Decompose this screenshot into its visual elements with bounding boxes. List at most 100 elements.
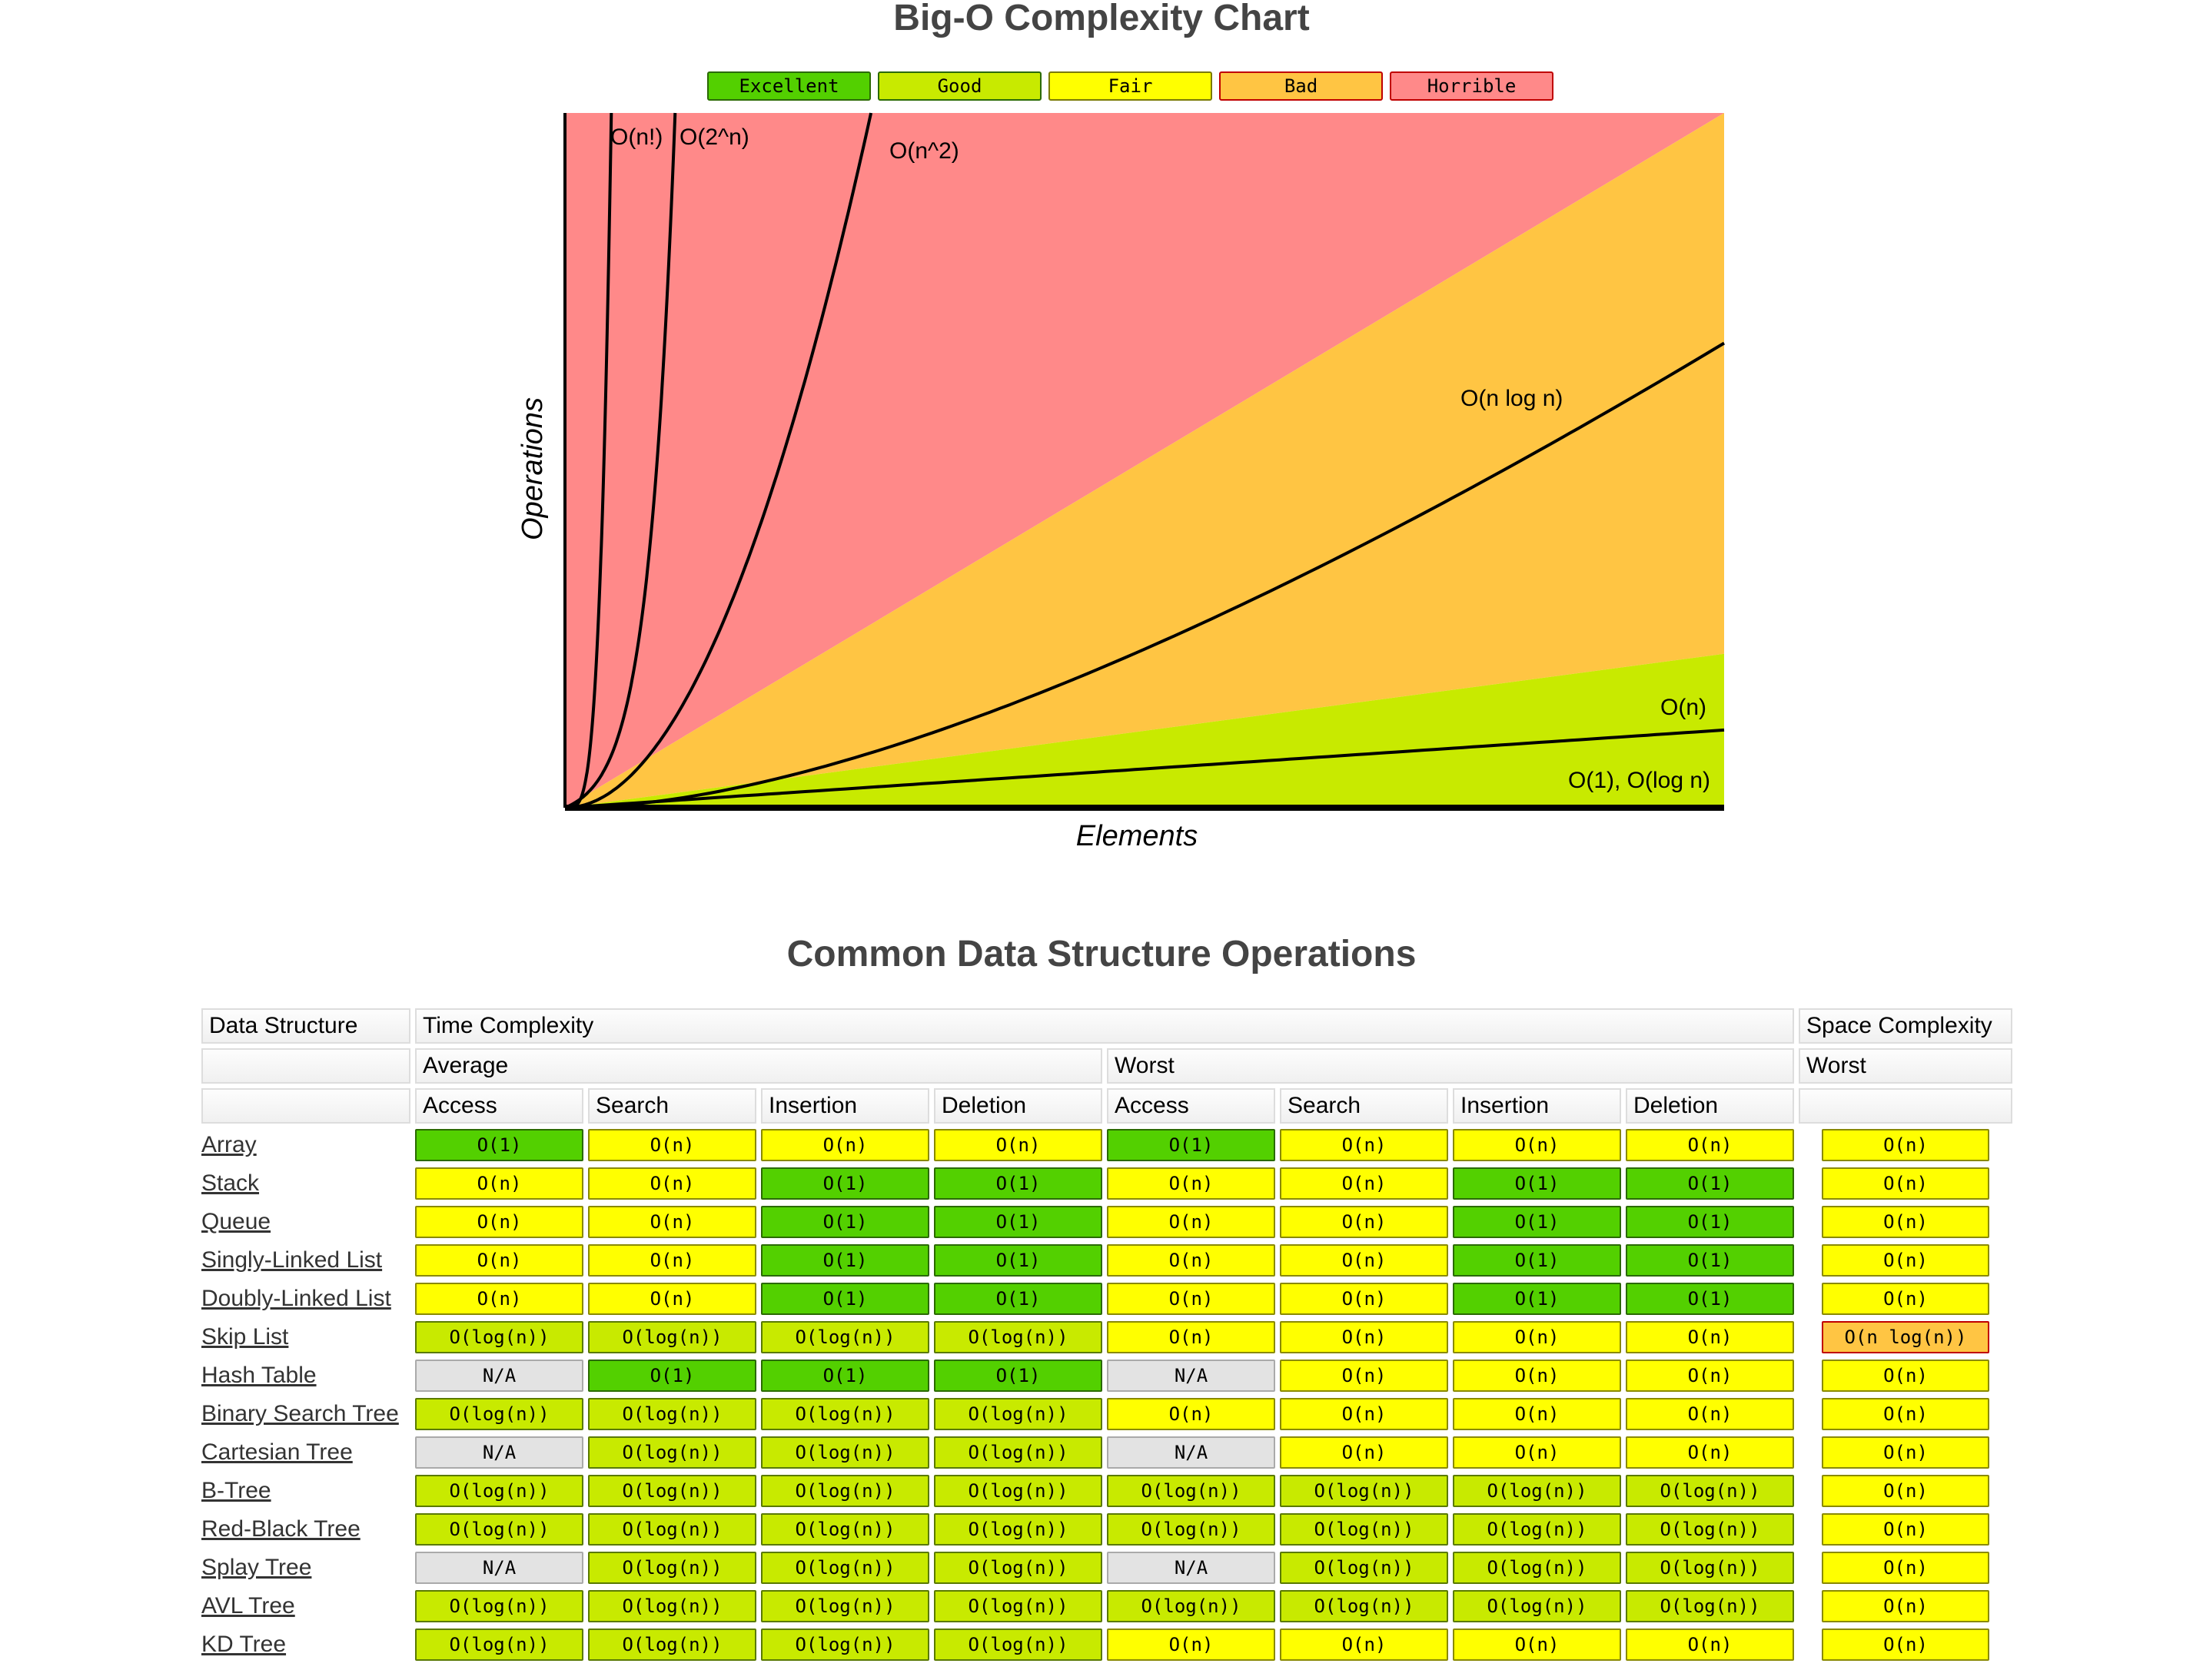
time-cell: O(n) [1107,1628,1275,1662]
complexity-badge: O(log(n)) [934,1398,1102,1430]
data-structure-link[interactable]: Queue [201,1209,271,1234]
complexity-badge: O(1) [761,1244,929,1277]
time-cell: O(log(n)) [934,1512,1102,1546]
header-worst: Worst [1107,1048,1794,1084]
row-name-cell: Skip List [201,1320,410,1354]
legend-item-bad: Bad [1219,71,1383,101]
curve-label-exponential: O(2^n) [680,125,749,150]
complexity-badge: O(log(n)) [415,1475,583,1507]
time-cell: O(n) [1280,1320,1448,1354]
table-row: AVL Tree O(log(n)) O(log(n)) O(log(n)) O(log… [201,1589,2012,1623]
time-cell: O(1) [934,1243,1102,1277]
time-cell: O(log(n)) [1280,1474,1448,1508]
header-row-1: Data Structure Time Complexity Space Com… [201,1008,2012,1044]
time-cell: O(log(n)) [588,1589,756,1623]
complexity-badge: O(1) [1453,1283,1621,1315]
complexity-badge: O(1) [934,1206,1102,1238]
complexity-badge: O(1) [415,1129,583,1161]
data-structure-link[interactable]: KD Tree [201,1632,287,1657]
complexity-badge: O(log(n)) [588,1475,756,1507]
complexity-badge: O(log(n)) [1626,1513,1794,1546]
space-cell: O(n) [1799,1243,2012,1277]
complexity-badge: O(1) [1626,1244,1794,1277]
data-structure-link[interactable]: Doubly-Linked List [201,1286,391,1311]
time-cell: O(log(n)) [1280,1512,1448,1546]
complexity-badge: O(n) [1280,1360,1448,1392]
time-cell: O(log(n)) [1626,1589,1794,1623]
complexity-badge: O(n) [588,1129,756,1161]
complexity-badge: O(n) [415,1283,583,1315]
complexity-badge: O(n) [588,1244,756,1277]
complexity-badge: O(log(n)) [1107,1513,1275,1546]
data-structure-link[interactable]: Array [201,1132,257,1157]
time-cell: O(n) [1107,1320,1275,1354]
data-structure-link[interactable]: Red-Black Tree [201,1516,361,1542]
time-cell: O(log(n)) [761,1397,929,1431]
x-axis-label: Elements [1076,820,1198,852]
complexity-badge: O(n) [1107,1398,1275,1430]
row-name-cell: Stack [201,1167,410,1200]
complexity-badge: O(n) [1280,1206,1448,1238]
complexity-badge: N/A [415,1360,583,1392]
data-structure-link[interactable]: Cartesian Tree [201,1439,353,1465]
time-cell: O(log(n)) [1107,1474,1275,1508]
data-structure-link[interactable]: Skip List [201,1324,289,1350]
data-structure-link[interactable]: Stack [201,1170,260,1196]
time-cell: O(log(n)) [1626,1512,1794,1546]
row-name-cell: Hash Table [201,1359,410,1393]
table-row: KD Tree O(log(n)) O(log(n)) O(log(n)) O(log(… [201,1628,2012,1662]
complexity-badge: O(log(n)) [761,1552,929,1584]
complexity-badge: O(n) [1626,1398,1794,1430]
data-structure-link[interactable]: Binary Search Tree [201,1401,399,1426]
header-empty [201,1088,410,1124]
time-cell: O(n) [1453,1320,1621,1354]
space-cell: O(n) [1799,1205,2012,1239]
space-cell: O(n) [1799,1128,2012,1162]
table-row: Array O(1) O(n) O(n) O(n) O(1) O(n) O(n) O(n) O(n… [201,1128,2012,1162]
time-cell: O(n) [1280,1397,1448,1431]
complexity-badge: O(n) [588,1167,756,1200]
time-cell: O(n) [1626,1397,1794,1431]
time-cell: O(1) [934,1359,1102,1393]
space-cell: O(n) [1799,1474,2012,1508]
space-complexity-badge: O(n) [1822,1244,1989,1277]
curve-quadratic [564,112,873,809]
data-structure-link[interactable]: AVL Tree [201,1593,295,1619]
row-name-cell: Red-Black Tree [201,1512,410,1546]
row-name-cell: Singly-Linked List [201,1243,410,1277]
data-structure-link[interactable]: Hash Table [201,1363,317,1388]
time-cell: O(n) [1453,1628,1621,1662]
table-row: B-Tree O(log(n)) O(log(n)) O(log(n)) O(log(n… [201,1474,2012,1508]
complexity-badge: O(1) [1626,1206,1794,1238]
time-cell: O(n) [1280,1243,1448,1277]
complexity-badge: O(n) [1626,1436,1794,1469]
data-structure-link[interactable]: Splay Tree [201,1555,312,1580]
time-cell: O(log(n)) [588,1551,756,1585]
complexity-badge: O(log(n)) [415,1590,583,1622]
table-row: Stack O(n) O(n) O(1) O(1) O(n) O(n) O(1) O(1) O(n… [201,1167,2012,1200]
time-cell: O(1) [1453,1243,1621,1277]
complexity-badge: O(log(n)) [588,1321,756,1353]
time-cell: O(log(n)) [761,1551,929,1585]
time-cell: O(log(n)) [1453,1512,1621,1546]
space-complexity-badge: O(n) [1822,1590,1989,1622]
table-row: Queue O(n) O(n) O(1) O(1) O(n) O(n) O(1) O(1) O(n… [201,1205,2012,1239]
time-cell: O(n) [1453,1359,1621,1393]
complexity-badge: O(1) [1453,1167,1621,1200]
data-structure-link[interactable]: Singly-Linked List [201,1247,383,1273]
space-cell: O(n) [1799,1397,2012,1431]
time-cell: O(1) [1626,1282,1794,1316]
complexity-badge: O(1) [761,1360,929,1392]
time-cell: O(n) [1280,1628,1448,1662]
time-cell: N/A [1107,1551,1275,1585]
time-cell: O(log(n)) [1280,1589,1448,1623]
time-cell: O(log(n)) [934,1474,1102,1508]
complexity-badge: O(log(n)) [1453,1475,1621,1507]
complexity-badge: O(n) [1107,1244,1275,1277]
table-row: Skip List O(log(n)) O(log(n)) O(log(n)) O(lo… [201,1320,2012,1354]
time-cell: O(1) [761,1167,929,1200]
space-complexity-badge: O(n) [1822,1206,1989,1238]
data-structure-link[interactable]: B-Tree [201,1478,271,1503]
time-cell: O(n) [588,1243,756,1277]
complexity-badge: O(log(n)) [934,1436,1102,1469]
